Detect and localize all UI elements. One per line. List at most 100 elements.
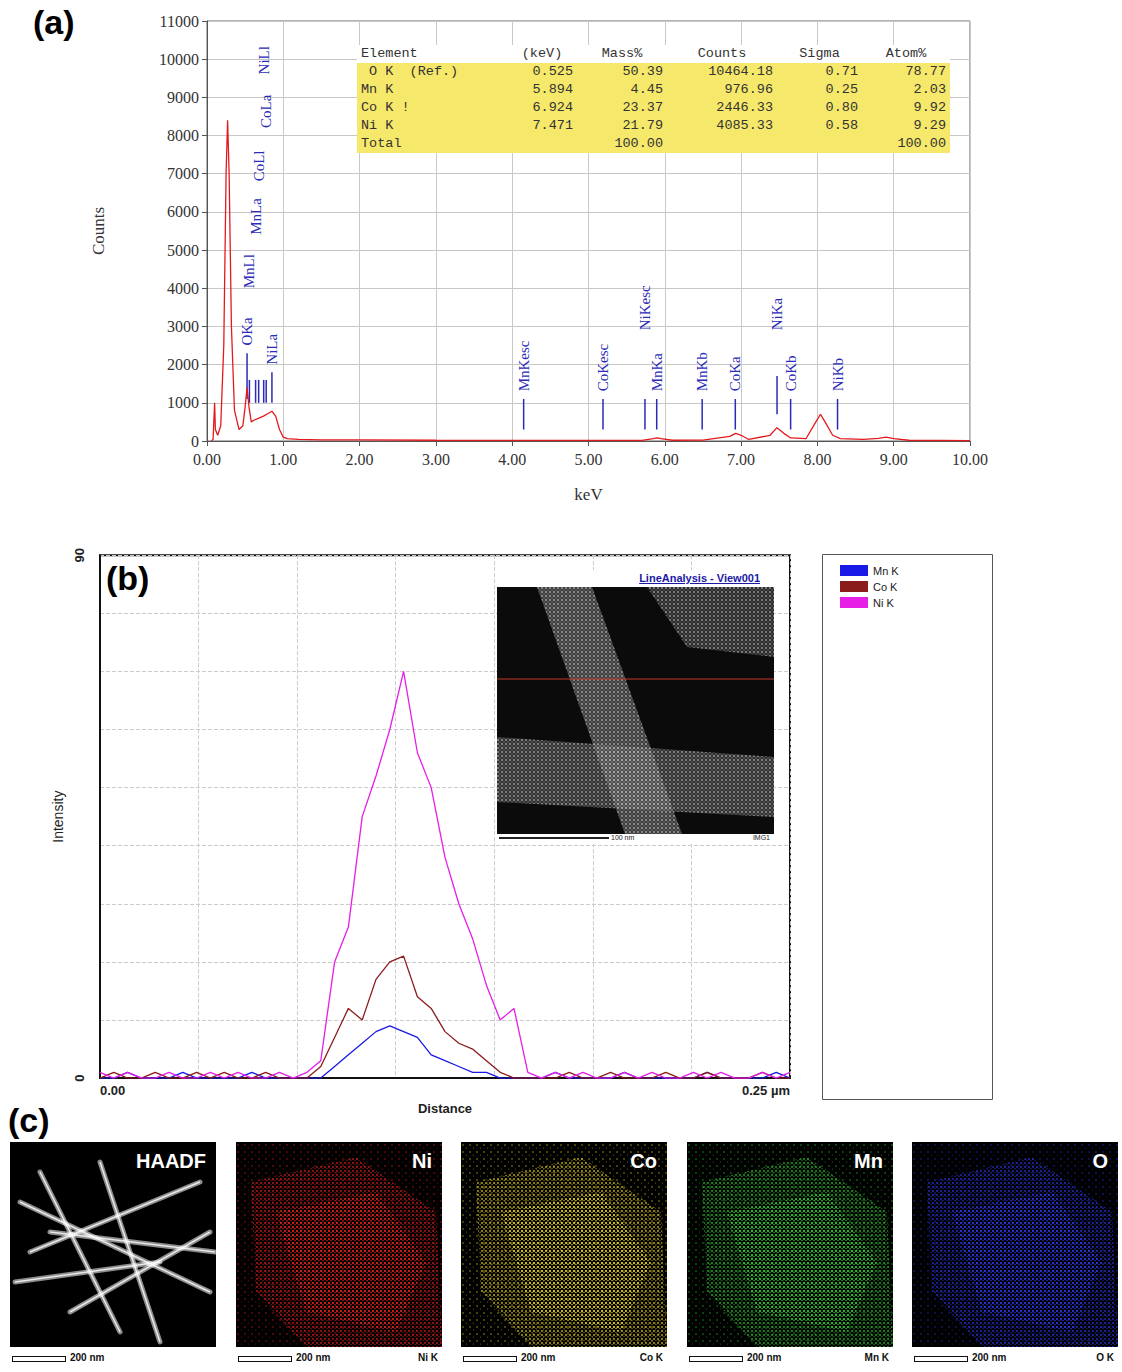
svg-text:MnKa: MnKa — [649, 353, 665, 392]
svg-text:0.00: 0.00 — [193, 451, 221, 468]
svg-text:4000: 4000 — [167, 280, 199, 297]
svg-text:NiLl: NiLl — [256, 46, 272, 74]
svg-text:CoLl: CoLl — [251, 151, 267, 182]
html-text:(a): (a) — [33, 3, 75, 41]
svg-text:CoKesc: CoKesc — [595, 344, 611, 392]
svg-text:11000: 11000 — [160, 13, 199, 30]
svg-text:Distance: Distance — [418, 1101, 472, 1116]
html-text:Sigma: Sigma — [799, 46, 840, 61]
svg-text:10000: 10000 — [159, 51, 199, 68]
html-text:Mn K: Mn K — [361, 82, 394, 97]
html-text:50.39: 50.39 — [622, 64, 663, 79]
html-text:Total: Total — [361, 136, 402, 151]
html-text:Co K !: Co K ! — [361, 100, 410, 115]
html-text:Mass%: Mass% — [601, 46, 643, 61]
html-text:(c): (c) — [8, 1101, 50, 1139]
svg-text:8.00: 8.00 — [803, 451, 831, 468]
svg-text:3.00: 3.00 — [422, 451, 450, 468]
svg-text:MnLa: MnLa — [248, 198, 264, 235]
svg-text:10.00: 10.00 — [952, 451, 988, 468]
html-text:4.45: 4.45 — [630, 82, 663, 97]
svg-text:Co K: Co K — [873, 581, 898, 593]
svg-text:2.00: 2.00 — [346, 451, 374, 468]
svg-text:MnLl: MnLl — [241, 254, 257, 288]
html-text:6.924: 6.924 — [532, 100, 573, 115]
html-text:9.29: 9.29 — [913, 118, 946, 133]
svg-text:CoLa: CoLa — [258, 94, 274, 128]
html-text:4085.33: 4085.33 — [716, 118, 773, 133]
svg-text:O: O — [1092, 1150, 1108, 1172]
svg-text:Mn K: Mn K — [873, 565, 899, 577]
svg-text:NiLa: NiLa — [264, 333, 280, 364]
svg-text:NiKesc: NiKesc — [637, 285, 653, 330]
svg-text:Mn: Mn — [854, 1150, 883, 1172]
html-text:200 nm: 200 nm — [296, 1352, 331, 1363]
svg-text:1000: 1000 — [167, 394, 199, 411]
svg-text:4.00: 4.00 — [498, 451, 526, 468]
svg-text:0.00: 0.00 — [100, 1083, 125, 1098]
html-text:2.03: 2.03 — [913, 82, 946, 97]
svg-text:1.00: 1.00 — [269, 451, 297, 468]
html-text:Counts: Counts — [697, 46, 747, 61]
svg-text:MnKesc: MnKesc — [516, 340, 532, 391]
svg-text:OKa: OKa — [239, 317, 255, 346]
svg-text:2000: 2000 — [167, 356, 199, 373]
svg-text:CoKa: CoKa — [727, 356, 743, 391]
html-text:(keV): (keV) — [521, 46, 563, 61]
svg-text:7.00: 7.00 — [727, 451, 755, 468]
html-text:0.80: 0.80 — [825, 100, 858, 115]
html-text:O K (Ref.): O K (Ref.) — [361, 64, 459, 79]
svg-text:CoKb: CoKb — [783, 356, 799, 392]
svg-text:Intensity: Intensity — [50, 791, 66, 843]
html-text:100.00: 100.00 — [614, 136, 663, 151]
html-text:23.37: 23.37 — [622, 100, 663, 115]
html-text:LineAnalysis - View001: LineAnalysis - View001 — [639, 572, 760, 584]
html-text:2446.33: 2446.33 — [716, 100, 773, 115]
svg-text:Counts: Counts — [89, 207, 108, 255]
html-text:Element: Element — [361, 46, 418, 61]
html-text:200 nm: 200 nm — [521, 1352, 556, 1363]
html-text:21.79: 21.79 — [622, 118, 663, 133]
svg-text:90: 90 — [72, 548, 87, 562]
svg-text:Ni K: Ni K — [873, 597, 894, 609]
html-text:100.00: 100.00 — [897, 136, 946, 151]
html-text:5.894: 5.894 — [532, 82, 573, 97]
svg-text:6000: 6000 — [167, 203, 199, 220]
svg-text:HAADF: HAADF — [136, 1150, 206, 1172]
svg-text:Ni: Ni — [412, 1150, 432, 1172]
svg-text:MnKb: MnKb — [694, 352, 710, 391]
html-text:7.471: 7.471 — [532, 118, 573, 133]
svg-text:0: 0 — [191, 433, 199, 450]
html-text:(b): (b) — [106, 559, 150, 597]
svg-text:9.00: 9.00 — [880, 451, 908, 468]
html-text:0.58: 0.58 — [825, 118, 858, 133]
html-text:200 nm: 200 nm — [972, 1352, 1007, 1363]
html-text:10464.18: 10464.18 — [708, 64, 773, 79]
svg-text:7000: 7000 — [167, 165, 199, 182]
html-text:200 nm: 200 nm — [747, 1352, 782, 1363]
svg-text:NiKa: NiKa — [769, 297, 785, 330]
html-text:78.77: 78.77 — [905, 64, 946, 79]
html-text:Mn K: Mn K — [864, 1352, 889, 1363]
html-text:0.71: 0.71 — [825, 64, 858, 79]
html-text:0.525: 0.525 — [532, 64, 573, 79]
svg-text:NiKb: NiKb — [830, 358, 846, 391]
svg-text:8000: 8000 — [167, 127, 199, 144]
html-text:Co K: Co K — [639, 1352, 663, 1363]
html-text:Ni K: Ni K — [418, 1352, 438, 1363]
svg-text:0: 0 — [72, 1074, 87, 1081]
svg-text:Co: Co — [630, 1150, 657, 1172]
html-text:9.92: 9.92 — [913, 100, 946, 115]
svg-text:keV: keV — [574, 485, 603, 504]
svg-text:3000: 3000 — [167, 318, 199, 335]
html-text:Ni K: Ni K — [361, 118, 394, 133]
svg-text:0.25 µm: 0.25 µm — [742, 1083, 790, 1098]
html-text:200 nm: 200 nm — [70, 1352, 105, 1363]
html-text:Atom%: Atom% — [885, 46, 927, 61]
html-text:976.96: 976.96 — [724, 82, 773, 97]
svg-text:5000: 5000 — [167, 242, 199, 259]
svg-text:9000: 9000 — [167, 89, 199, 106]
svg-text:6.00: 6.00 — [651, 451, 679, 468]
html-text:0.25: 0.25 — [825, 82, 858, 97]
svg-text:5.00: 5.00 — [575, 451, 603, 468]
